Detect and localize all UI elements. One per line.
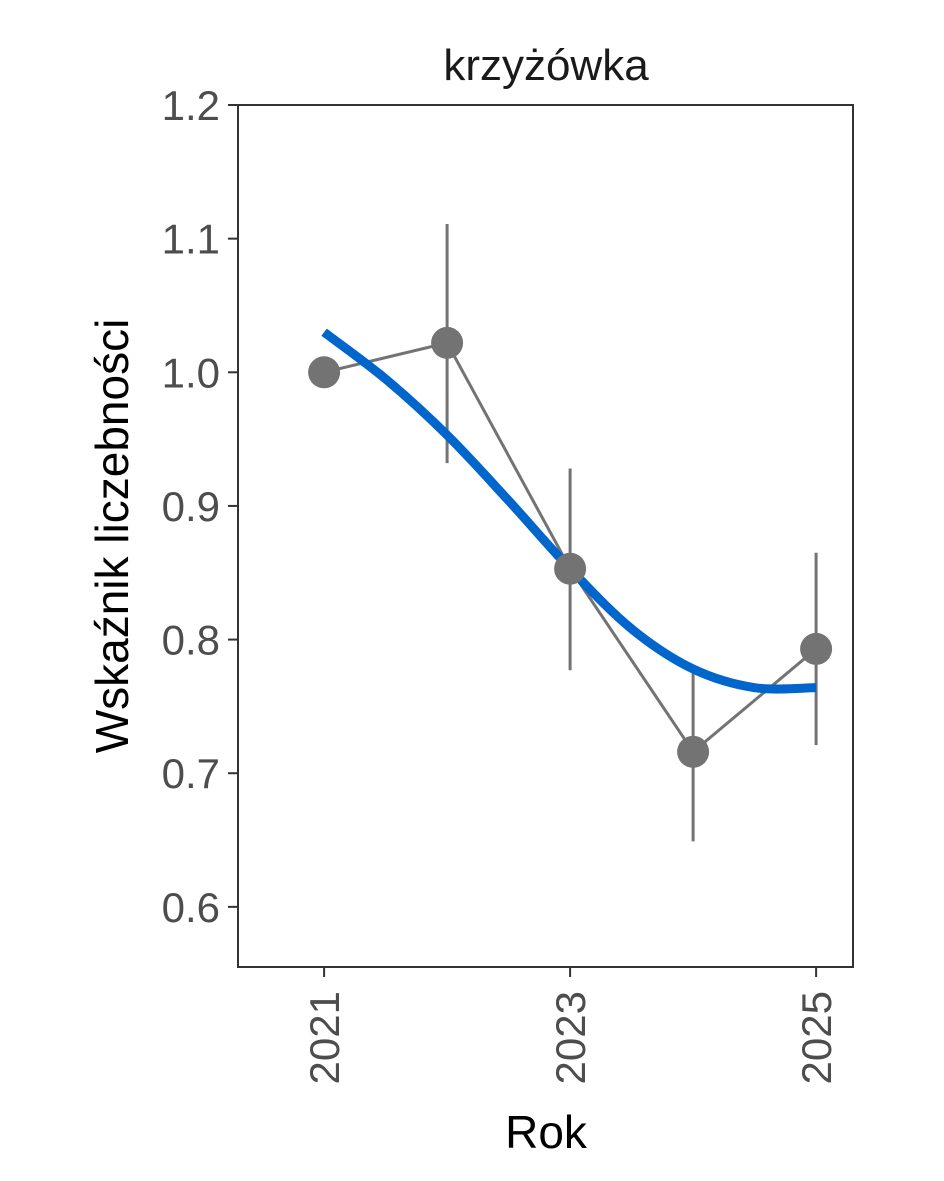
data-point: [308, 356, 341, 389]
y-axis-title: Wskaźnik liczebności: [86, 319, 138, 754]
y-tick-label: 1.2: [162, 82, 220, 129]
x-tick-label: 2023: [547, 991, 594, 1084]
data-point: [800, 632, 833, 665]
x-axis-title: Rok: [505, 1106, 588, 1158]
data-marks: [308, 223, 833, 842]
data-point: [677, 735, 710, 768]
data-point: [554, 552, 587, 585]
y-tick-label: 0.7: [162, 750, 220, 797]
x-tick-label: 2025: [793, 991, 840, 1084]
y-tick-label: 0.8: [162, 617, 220, 664]
y-axis: 0.6 0.7 0.8 0.9 1.0 1.1 1.2: [162, 82, 238, 931]
x-tick-label: 2021: [301, 991, 348, 1084]
chart-title: krzyżówka: [443, 41, 649, 90]
y-tick-label: 1.0: [162, 349, 220, 396]
data-point: [431, 326, 464, 359]
x-axis: 2021 2023 2025: [301, 967, 840, 1084]
y-tick-label: 1.1: [162, 216, 220, 263]
y-tick-label: 0.9: [162, 483, 220, 530]
y-tick-label: 0.6: [162, 884, 220, 931]
